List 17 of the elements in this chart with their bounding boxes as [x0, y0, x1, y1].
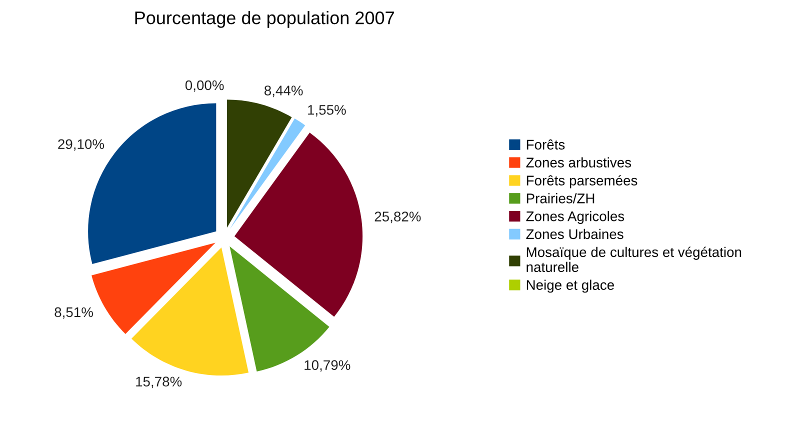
legend-label: Forêts — [526, 139, 565, 150]
legend-label: Zones arbustives — [526, 157, 632, 168]
data-label: 1,55% — [308, 105, 346, 116]
data-label: 25,82% — [374, 212, 421, 224]
data-label: 29,10% — [58, 139, 104, 151]
data-label: 10,79% — [304, 360, 350, 372]
data-label: 15,78% — [136, 376, 182, 388]
legend-label: Neige et glace — [526, 280, 614, 293]
data-label: 8,44% — [264, 86, 303, 98]
legend-label: Prairies/ZH — [526, 193, 594, 204]
legend-label: Zones Urbaines — [526, 228, 624, 240]
legend-label: Mosaïque de cultures et végétation naturelle — [526, 246, 742, 272]
legend-label: Zones Agricoles — [526, 211, 624, 224]
chart-title: Pourcentage de population 2007 — [135, 11, 394, 28]
legend-label: Forêts parsemées — [526, 175, 638, 188]
data-label: 8,51% — [54, 307, 93, 319]
text: 0,00% — [185, 80, 224, 92]
